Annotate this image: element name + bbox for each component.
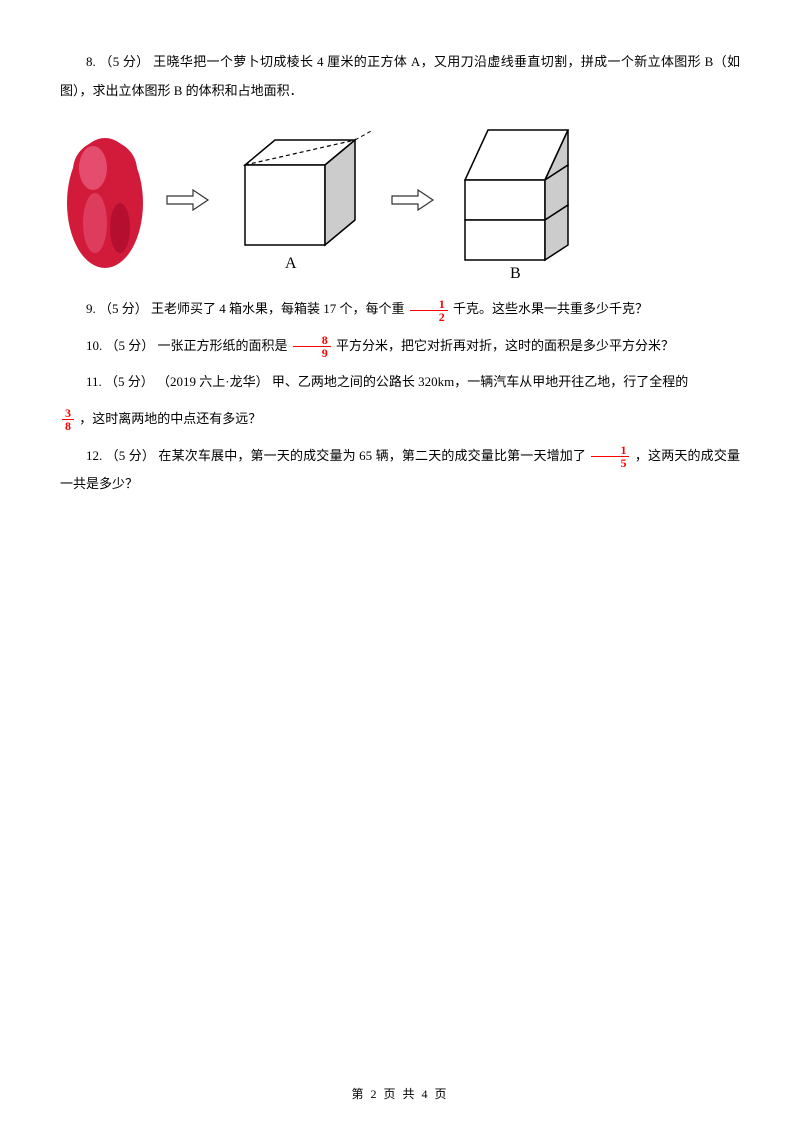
label-b: B xyxy=(510,265,521,280)
frac-den: 9 xyxy=(293,347,331,359)
cube-a-diagram: A xyxy=(225,125,375,275)
question-11-line1: 11. （5 分） （2019 六上·龙华） 甲、乙两地之间的公路长 320km… xyxy=(60,368,740,397)
fraction: 38 xyxy=(62,407,74,432)
q10-suffix: 平方分米，把它对折再对折，这时的面积是多少平方分米？ xyxy=(333,338,674,353)
arrow-icon xyxy=(165,188,210,213)
q9-prefix: 9. （5 分） 王老师买了 4 箱水果，每箱装 17 个，每个重 xyxy=(86,301,408,316)
fraction: 89 xyxy=(293,334,331,359)
question-8-text: 8. （5 分） 王晓华把一个萝卜切成棱长 4 厘米的正方体 A，又用刀沿虚线垂… xyxy=(60,48,740,105)
radish-photo xyxy=(60,128,150,273)
arrow-icon xyxy=(390,188,435,213)
fraction: 12 xyxy=(410,298,448,323)
q8-text: 8. （5 分） 王晓华把一个萝卜切成棱长 4 厘米的正方体 A，又用刀沿虚线垂… xyxy=(60,54,740,98)
frac-den: 5 xyxy=(591,457,629,469)
prism-b-diagram: B xyxy=(450,120,585,280)
question-8-figure: A B xyxy=(60,120,740,280)
fraction: 15 xyxy=(591,444,629,469)
q11-line1: 11. （5 分） （2019 六上·龙华） 甲、乙两地之间的公路长 320km… xyxy=(86,374,688,389)
q10-prefix: 10. （5 分） 一张正方形纸的面积是 xyxy=(86,338,291,353)
question-9-text: 9. （5 分） 王老师买了 4 箱水果，每箱装 17 个，每个重 12 千克。… xyxy=(60,295,740,324)
page-footer: 第 2 页 共 4 页 xyxy=(0,1085,800,1102)
q11-line2: ，这时离两地的中点还有多远？ xyxy=(76,411,261,426)
q12-prefix: 12. （5 分） 在某次车展中，第一天的成交量为 65 辆，第二天的成交量比第… xyxy=(86,448,589,463)
q9-suffix: 千克。这些水果一共重多少千克？ xyxy=(450,301,648,316)
question-10-text: 10. （5 分） 一张正方形纸的面积是 89 平方分米，把它对折再对折，这时的… xyxy=(60,332,740,361)
question-11-line2: 38 ，这时离两地的中点还有多远？ xyxy=(60,405,740,434)
frac-num: 1 xyxy=(410,298,448,311)
question-12-text: 12. （5 分） 在某次车展中，第一天的成交量为 65 辆，第二天的成交量比第… xyxy=(60,442,740,499)
footer-text: 第 2 页 共 4 页 xyxy=(351,1087,448,1101)
frac-den: 8 xyxy=(62,420,74,432)
frac-den: 2 xyxy=(410,311,448,323)
label-a: A xyxy=(285,255,297,272)
